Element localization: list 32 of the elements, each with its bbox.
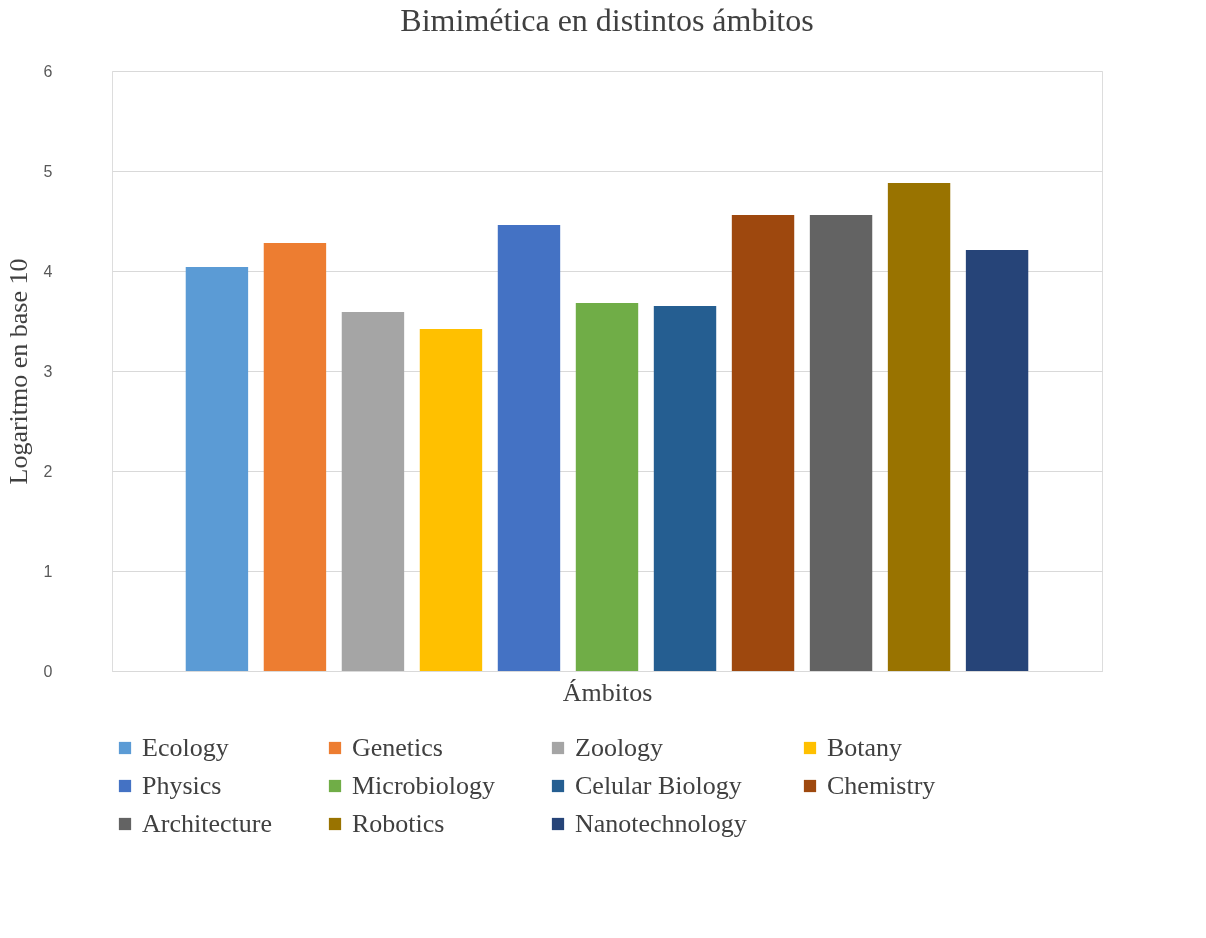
y-axis-title: Logaritmo en base 10 xyxy=(3,258,33,485)
x-axis-title: Ámbitos xyxy=(562,677,653,707)
bar xyxy=(809,215,873,671)
bar xyxy=(341,312,405,671)
legend-label: Genetics xyxy=(352,733,443,762)
bar xyxy=(575,303,639,671)
bar xyxy=(185,267,249,671)
bar xyxy=(653,306,717,671)
bar xyxy=(731,215,795,671)
bar xyxy=(263,243,327,671)
legend-label: Ecology xyxy=(142,733,229,762)
bar xyxy=(419,329,483,671)
y-tick-label: 3 xyxy=(43,362,53,380)
y-tick-label: 5 xyxy=(43,162,53,180)
legend-label: Nanotechnology xyxy=(575,809,747,838)
bar xyxy=(497,225,561,671)
legend-label: Celular Biology xyxy=(575,771,742,800)
legend-label: Zoology xyxy=(575,733,664,762)
legend-label: Botany xyxy=(827,733,903,762)
legend-label: Architecture xyxy=(142,809,272,838)
y-tick-label: 4 xyxy=(43,262,53,280)
legend-label: Microbiology xyxy=(352,771,495,800)
y-tick-label: 2 xyxy=(43,462,53,480)
legend-label: Robotics xyxy=(352,809,445,838)
y-tick-label: 1 xyxy=(43,562,53,580)
y-tick-label: 0 xyxy=(43,662,53,680)
chart-title: Bimimética en distintos ámbitos xyxy=(400,2,814,38)
y-tick-label: 6 xyxy=(43,62,53,80)
legend-label: Physics xyxy=(142,771,222,800)
legend-label: Chemistry xyxy=(827,771,936,800)
bar xyxy=(887,183,951,671)
bar xyxy=(965,250,1029,671)
